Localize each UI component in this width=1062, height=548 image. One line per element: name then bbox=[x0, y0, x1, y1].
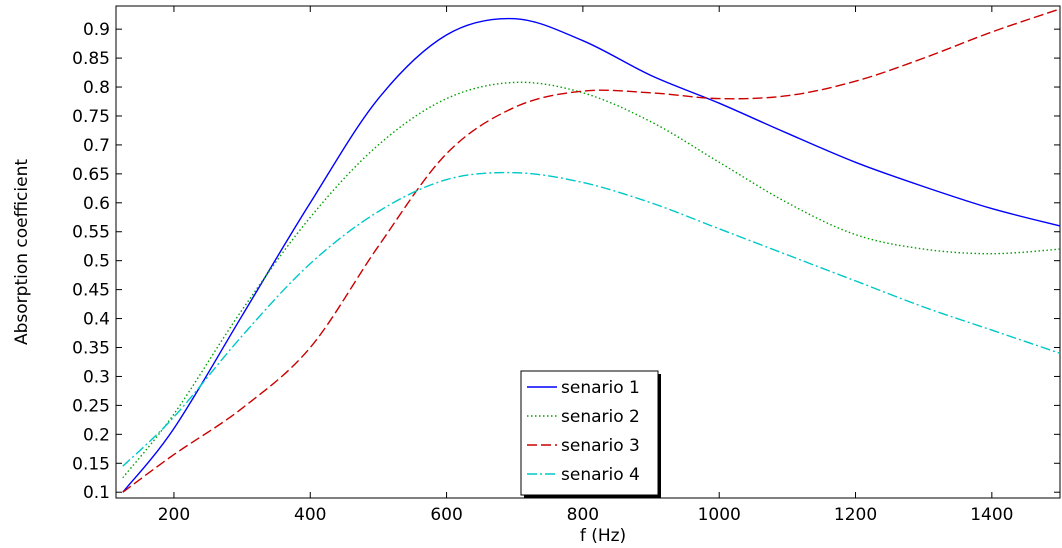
x-tick-label: 1000 bbox=[698, 505, 741, 525]
x-axis: 200 400 600 800 1000 1200 1400 bbox=[158, 6, 1013, 525]
legend-entry: senario 4 bbox=[561, 465, 640, 485]
y-tick-label: 0.15 bbox=[72, 454, 110, 474]
series-line-1 bbox=[122, 17, 1061, 493]
x-tick-label: 1400 bbox=[970, 505, 1013, 525]
y-tick-label: 0.5 bbox=[83, 252, 110, 272]
y-tick-label: 0.2 bbox=[83, 425, 110, 445]
y-tick-label: 0.85 bbox=[72, 49, 110, 69]
legend-entry: senario 3 bbox=[561, 436, 640, 456]
legend-entry: senario 1 bbox=[561, 378, 640, 398]
y-tick-label: 0.3 bbox=[83, 367, 110, 387]
legend: senario 1 senario 2 senario 3 senario 4 bbox=[520, 370, 661, 498]
series-line-4 bbox=[122, 171, 1061, 467]
legend-entry: senario 2 bbox=[561, 407, 640, 427]
y-tick-label: 0.25 bbox=[72, 396, 110, 416]
y-tick-label: 0.75 bbox=[72, 107, 110, 127]
y-tick-label: 0.55 bbox=[72, 223, 110, 243]
y-axis-title: Absorption coefficient bbox=[12, 159, 32, 345]
x-axis-title: f (Hz) bbox=[580, 526, 626, 546]
y-tick-label: 0.7 bbox=[83, 136, 110, 156]
x-tick-label: 400 bbox=[294, 505, 326, 525]
y-tick-label: 0.6 bbox=[83, 194, 110, 214]
legend-box bbox=[520, 370, 659, 496]
y-tick-label: 0.1 bbox=[83, 483, 110, 503]
x-tick-label: 800 bbox=[567, 505, 599, 525]
series-layer bbox=[122, 8, 1061, 493]
y-tick-label: 0.35 bbox=[72, 339, 110, 359]
y-tick-label: 0.9 bbox=[83, 20, 110, 40]
y-tick-label: 0.45 bbox=[72, 281, 110, 301]
y-tick-label: 0.4 bbox=[83, 310, 110, 330]
y-tick-label: 0.65 bbox=[72, 165, 110, 185]
y-axis: 0.1 0.15 0.2 0.25 0.3 0.35 0.4 0.45 0.5 0.55 0.6 0.… bbox=[72, 20, 1060, 503]
x-tick-label: 600 bbox=[430, 505, 462, 525]
x-tick-label: 1200 bbox=[834, 505, 877, 525]
y-tick-label: 0.8 bbox=[83, 78, 110, 98]
series-line-3 bbox=[122, 8, 1061, 493]
x-tick-label: 200 bbox=[158, 505, 190, 525]
